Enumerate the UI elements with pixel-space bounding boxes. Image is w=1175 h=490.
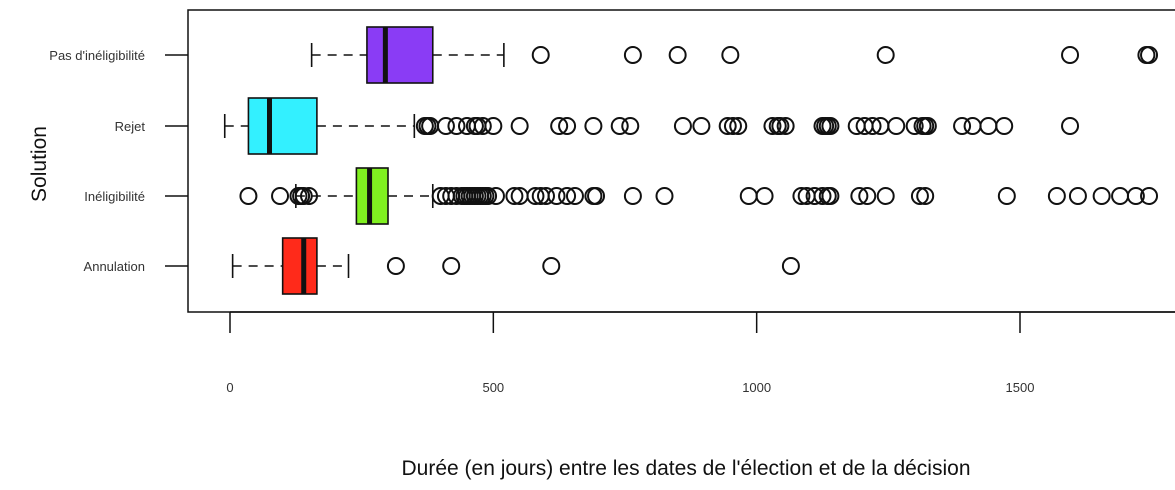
outlier-point	[1111, 187, 1130, 205]
outlier-point	[813, 187, 832, 205]
outlier-point	[673, 117, 692, 135]
outlier-point	[565, 187, 584, 205]
outlier-point	[668, 46, 687, 64]
outlier-point	[1140, 46, 1159, 64]
outlier-point	[542, 257, 561, 275]
outlier-point	[1092, 187, 1111, 205]
series-2	[239, 167, 1159, 225]
outlier-point	[623, 46, 642, 64]
outlier-point	[505, 187, 524, 205]
outlier-point	[550, 117, 569, 135]
outlier-point	[723, 117, 742, 135]
outlier-point	[1061, 117, 1080, 135]
outlier-point	[905, 117, 924, 135]
outlier-point	[858, 187, 877, 205]
x-tick-label: 1000	[742, 380, 771, 395]
outlier-point	[479, 187, 498, 205]
outlier-point	[623, 187, 642, 205]
box	[366, 26, 434, 84]
outlier-point	[739, 187, 758, 205]
box	[281, 237, 318, 295]
outlier-point	[510, 117, 529, 135]
outlier-point	[621, 117, 640, 135]
outlier-point	[916, 187, 935, 205]
outlier-point	[995, 117, 1014, 135]
outlier-point	[718, 117, 737, 135]
outlier-point	[486, 187, 505, 205]
outlier-point	[655, 187, 674, 205]
outlier-point	[821, 187, 840, 205]
boxes-layer	[223, 26, 1159, 295]
outlier-point	[1061, 46, 1080, 64]
outlier-point	[300, 187, 318, 205]
outlier-point	[442, 257, 461, 275]
outlier-point	[918, 117, 937, 135]
outlier-point	[729, 117, 748, 135]
outlier-point	[294, 187, 313, 205]
outlier-point	[1140, 187, 1159, 205]
outlier-point	[1126, 187, 1145, 205]
y-tick-label: Pas d'inéligibilité	[49, 48, 145, 63]
box	[247, 97, 318, 155]
outlier-point	[863, 117, 882, 135]
series-3	[231, 237, 800, 295]
outlier-point	[547, 187, 566, 205]
outlier-point	[271, 187, 290, 205]
y-axis-title: Solution	[28, 126, 51, 202]
series-0	[310, 26, 1159, 84]
outlier-point	[910, 187, 929, 205]
outlier-point	[876, 46, 895, 64]
outlier-point	[763, 117, 782, 135]
x-tick-label: 500	[482, 380, 504, 395]
outlier-point	[531, 46, 550, 64]
outlier-point	[473, 117, 492, 135]
outlier-point	[850, 187, 869, 205]
x-axis-title: Durée (en jours) entre les dates de l'él…	[402, 457, 971, 480]
y-tick-label: Inéligibilité	[84, 189, 145, 204]
outlier-point	[239, 187, 258, 205]
outlier-point	[447, 117, 466, 135]
outlier-point	[979, 117, 998, 135]
outlier-point	[1068, 187, 1087, 205]
outlier-point	[755, 187, 774, 205]
x-tick-label: 1500	[1006, 380, 1035, 395]
outlier-point	[781, 257, 800, 275]
outlier-point	[436, 117, 455, 135]
series-1	[223, 97, 1080, 155]
outlier-point	[558, 117, 577, 135]
outlier-point	[887, 117, 906, 135]
outlier-point	[771, 117, 790, 135]
outlier-point	[953, 117, 972, 135]
outlier-point	[792, 187, 811, 205]
y-tick-label: Annulation	[84, 259, 145, 274]
outlier-point	[692, 117, 711, 135]
outlier-point	[721, 46, 740, 64]
box	[355, 167, 389, 225]
y-tick-label: Rejet	[115, 119, 146, 134]
outlier-point	[537, 187, 555, 205]
outlier-point	[776, 117, 795, 135]
outlier-point	[526, 187, 545, 205]
outlier-point	[963, 117, 982, 135]
outlier-point	[558, 187, 577, 205]
y-axis: Pas d'inéligibilité Rejet Inéligibilité Ann…	[49, 48, 188, 274]
outlier-point	[587, 187, 606, 205]
x-tick-label: 0	[226, 380, 233, 395]
outlier-point	[610, 117, 629, 135]
outlier-point	[386, 257, 405, 275]
x-axis: 0 500 1000 1500	[226, 311, 1175, 395]
outlier-point	[876, 187, 895, 205]
outlier-point	[484, 117, 503, 135]
outlier-point	[1047, 187, 1066, 205]
outlier-point	[997, 187, 1016, 205]
outlier-point	[821, 117, 840, 135]
outlier-point	[584, 117, 603, 135]
